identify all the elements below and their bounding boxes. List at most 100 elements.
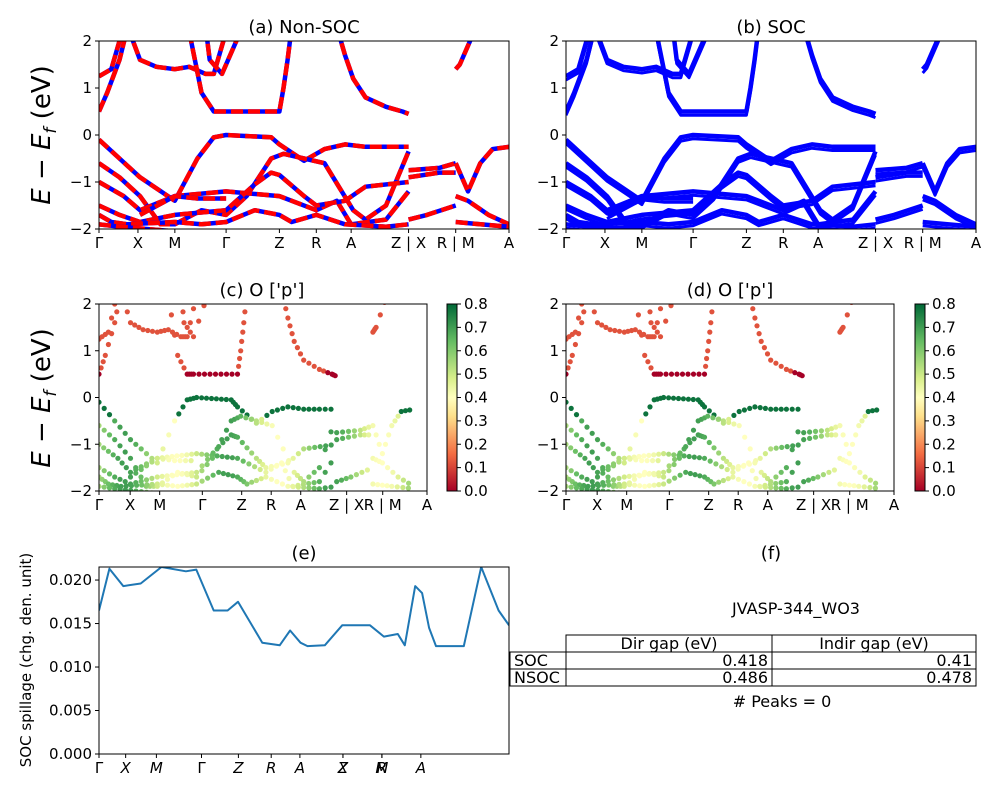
projection-point [127,320,134,326]
colorbar-tick-label: 0.0 [464,482,488,500]
projection-point [145,327,151,334]
svg-text:E − Ef (eV): E − Ef (eV) [27,65,61,205]
projection-point [752,404,758,410]
projection-point [566,365,571,371]
projection-point [199,468,205,474]
projection-point [101,484,107,490]
projection-point [610,451,617,457]
projection-point [594,437,601,443]
projection-point [605,446,611,452]
projection-point [750,306,756,312]
projection-point [160,456,166,462]
projection-point [122,298,127,303]
projection-point [701,404,708,410]
projection-point [301,357,307,363]
projection-point [275,434,281,440]
projection-point [172,332,178,338]
projection-point [269,408,275,415]
projection-point [783,465,790,471]
y-tick-label: −2 [70,220,92,238]
projection-point [268,463,274,470]
projection-point [384,483,390,489]
projection-point [274,407,280,413]
projection-point [683,469,689,475]
projection-point [566,483,569,489]
y-tick-label: −2 [537,220,559,238]
x-tick-label: Γ [198,496,207,514]
projection-point [282,468,288,474]
y-tick-label: 0 [549,126,559,144]
projection-point [112,486,118,491]
projection-point [589,449,595,455]
projection-point [285,404,291,410]
projection-point [115,455,121,461]
projection-point [260,461,266,468]
x-tick-label: R [778,234,788,252]
projection-point [616,475,622,481]
x-tick-label: X [600,234,610,252]
projection-point [591,309,597,315]
projection-point [297,351,304,357]
panel-c-colorbar [446,303,458,492]
x-tick-label: Γ [665,496,674,514]
x-tick-label: R [311,234,321,252]
projection-point [616,459,622,465]
band-line-soc [566,180,878,227]
x-tick-label: Γ [95,234,104,252]
x-tick-label: R | M [831,496,869,514]
projection-point [386,432,392,438]
y-tick-label: 0 [549,389,559,407]
projection-point [651,334,657,340]
projection-point [205,456,211,462]
projection-point [646,471,652,477]
panel-f-title: (f) [761,543,781,564]
x-tick-label: Γ [197,759,206,777]
projection-point [583,298,588,303]
y-tick-label: 1 [82,342,92,360]
band-line-soc-split [672,41,707,80]
projection-point [199,478,205,484]
projection-point [109,315,115,321]
projection-point [204,452,210,458]
projection-point [707,329,713,335]
projection-point [280,405,286,411]
projection-point [861,484,867,490]
projection-point [639,418,645,424]
band-line-soc-split [875,174,923,183]
band-line-soc [920,144,976,194]
projection-point [661,481,667,487]
projection-point [708,320,714,326]
panel-c-title: (c) O ['p'] [220,280,305,301]
projection-point [706,439,712,446]
colorbar-tick-label: 0.4 [464,389,488,407]
projection-point [644,458,650,464]
table-cell: 0.418 [722,651,768,670]
projection-point [301,406,307,412]
table-row-label: SOC [514,651,548,670]
projection-point [773,474,779,480]
projection-point [242,309,248,315]
projection-point [568,445,574,451]
x-tick-label: Z [337,759,349,777]
projection-point [594,474,601,480]
band-line-nonsoc-blue [338,41,410,116]
projection-point [240,458,246,464]
projection-point [584,443,590,449]
projection-point [605,489,611,491]
band-line-soc-split [921,41,941,74]
y-tick-label: −1 [537,435,559,453]
projection-point [169,472,175,478]
x-tick-label: Z [704,496,714,514]
band-line-nonsoc-red [408,170,456,180]
projection-point [105,341,111,348]
colorbar-tick-label: 0.2 [932,435,956,453]
projection-point [812,434,819,440]
projection-point [238,413,244,419]
x-tick-label: Z [274,234,284,252]
x-tick-label: X [120,759,132,777]
x-tick-label: Z [232,759,244,777]
projection-point [646,452,652,458]
projection-point [648,365,654,371]
projection-point [661,469,667,475]
